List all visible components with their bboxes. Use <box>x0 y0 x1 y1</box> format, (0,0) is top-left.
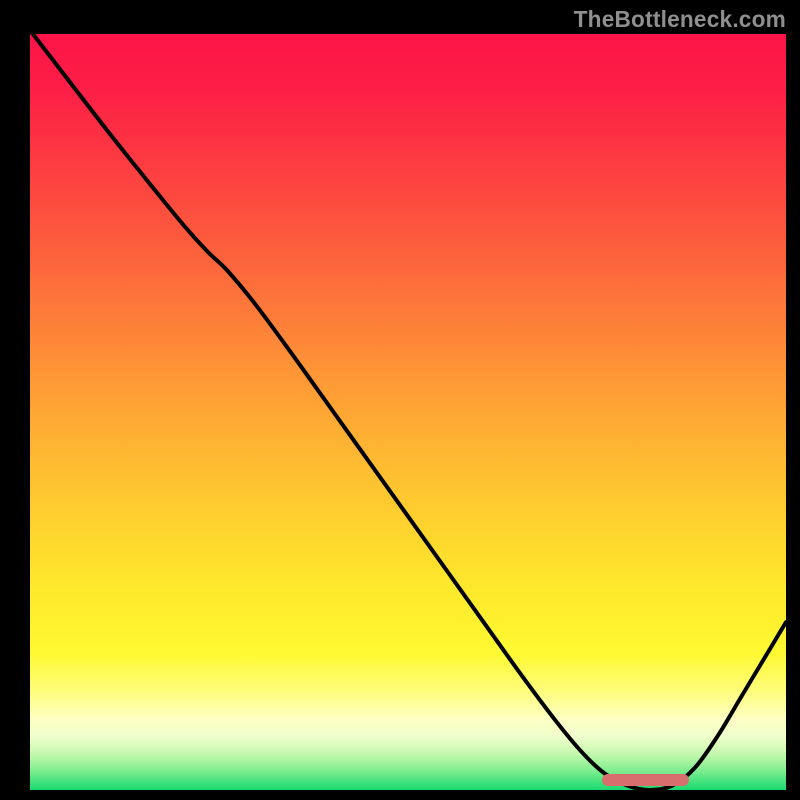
bottleneck-curve <box>30 34 786 790</box>
curve-layer <box>30 34 786 790</box>
chart-frame: TheBottleneck.com <box>0 0 800 800</box>
plot-area <box>30 34 786 790</box>
optimal-range-marker <box>602 774 689 786</box>
attribution-label: TheBottleneck.com <box>574 6 786 33</box>
